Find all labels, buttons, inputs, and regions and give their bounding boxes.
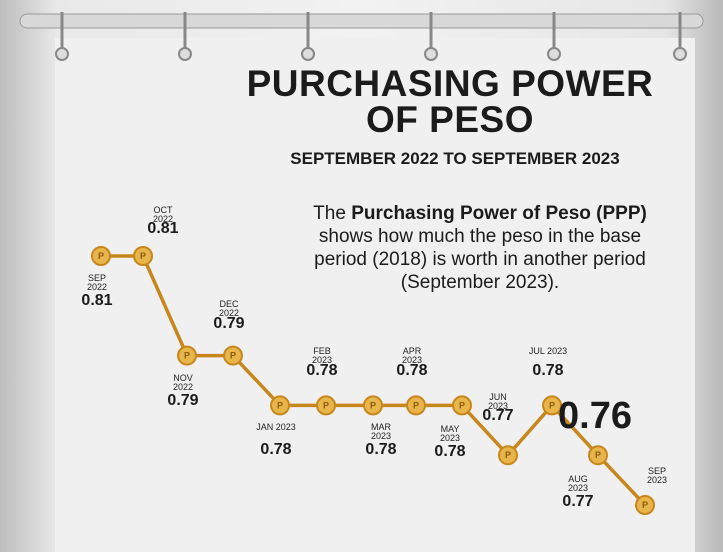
category-label: SEP 2022	[77, 274, 117, 292]
title: PURCHASING POWER OF PESO	[240, 66, 660, 138]
coin-symbol: P	[370, 400, 376, 410]
category-label: SEP 2023	[637, 467, 677, 485]
category-label: JAN 2023	[256, 423, 296, 432]
coin-symbol: P	[277, 400, 283, 410]
coin-symbol: P	[413, 400, 419, 410]
curtain-rod	[20, 14, 703, 28]
bold-text: Purchasing Power of Peso (PPP)	[351, 203, 647, 224]
value-label: 0.77	[468, 407, 528, 425]
value-label: 0.78	[420, 443, 480, 461]
coin-symbol: P	[459, 400, 465, 410]
value-label: 0.77	[548, 493, 608, 511]
coin-symbol: P	[98, 251, 104, 261]
ring	[425, 48, 437, 60]
text: shows how much the peso in the base peri…	[314, 226, 646, 293]
description: The Purchasing Power of Peso (PPP) shows…	[290, 202, 670, 294]
coin-symbol: P	[230, 351, 236, 361]
value-label: 0.79	[153, 392, 213, 410]
ring	[56, 48, 68, 60]
value-label: 0.76	[540, 395, 650, 438]
value-label: 0.78	[351, 441, 411, 459]
value-label: 0.78	[246, 441, 306, 459]
coin-symbol: P	[595, 450, 601, 460]
ring	[674, 48, 686, 60]
category-label: JUL 2023	[528, 347, 568, 356]
ring	[548, 48, 560, 60]
value-label: 0.81	[133, 220, 193, 238]
value-label: 0.79	[199, 315, 259, 333]
coin-symbol: P	[642, 500, 648, 510]
category-label: MAY 2023	[430, 425, 470, 443]
coin-symbol: P	[184, 351, 190, 361]
ring	[179, 48, 191, 60]
ring	[302, 48, 314, 60]
coin-symbol: P	[323, 400, 329, 410]
category-label: AUG 2023	[558, 475, 598, 493]
subtitle: SEPTEMBER 2022 TO SEPTEMBER 2023	[205, 149, 705, 169]
value-label: 0.78	[382, 362, 442, 380]
value-label: 0.78	[292, 362, 352, 380]
text: The	[313, 203, 351, 224]
category-label: MAR 2023	[361, 423, 401, 441]
category-label: NOV 2022	[163, 374, 203, 392]
infographic: PPPPPPPPPPPPP PURCHASING POWER OF PESO S…	[0, 0, 723, 552]
value-label: 0.78	[518, 362, 578, 380]
coin-symbol: P	[505, 450, 511, 460]
coin-symbol: P	[140, 251, 146, 261]
value-label: 0.81	[67, 292, 127, 310]
